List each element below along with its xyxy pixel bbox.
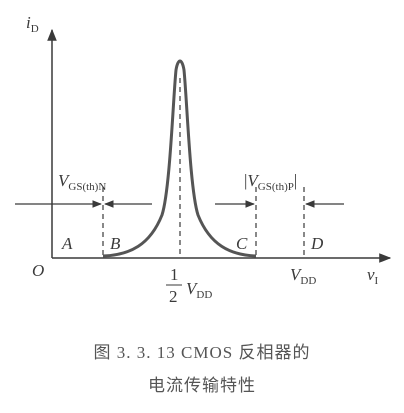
vgsn-label: VGS(th)N xyxy=(58,171,106,193)
current-curve xyxy=(102,59,257,258)
half-vdd-numerator: 1 xyxy=(170,265,179,284)
origin-label: O xyxy=(32,261,44,280)
region-d-label: D xyxy=(310,234,324,253)
y-axis-label: iD xyxy=(26,13,39,35)
half-vdd-label: VDD xyxy=(186,279,212,301)
region-c-label: C xyxy=(236,234,248,253)
figure-caption-line1: 图 3. 3. 13 CMOS 反相器的 xyxy=(93,343,311,362)
vgsp-label: |VGS(th)P| xyxy=(244,171,297,193)
x-axis-label: vI xyxy=(367,265,379,287)
vdd-label: VDD xyxy=(290,265,316,287)
region-b-label: B xyxy=(110,234,121,253)
figure-caption-line2: 电流传输特性 xyxy=(148,376,256,395)
half-vdd-denominator: 2 xyxy=(169,287,178,306)
region-a-label: A xyxy=(61,234,73,253)
